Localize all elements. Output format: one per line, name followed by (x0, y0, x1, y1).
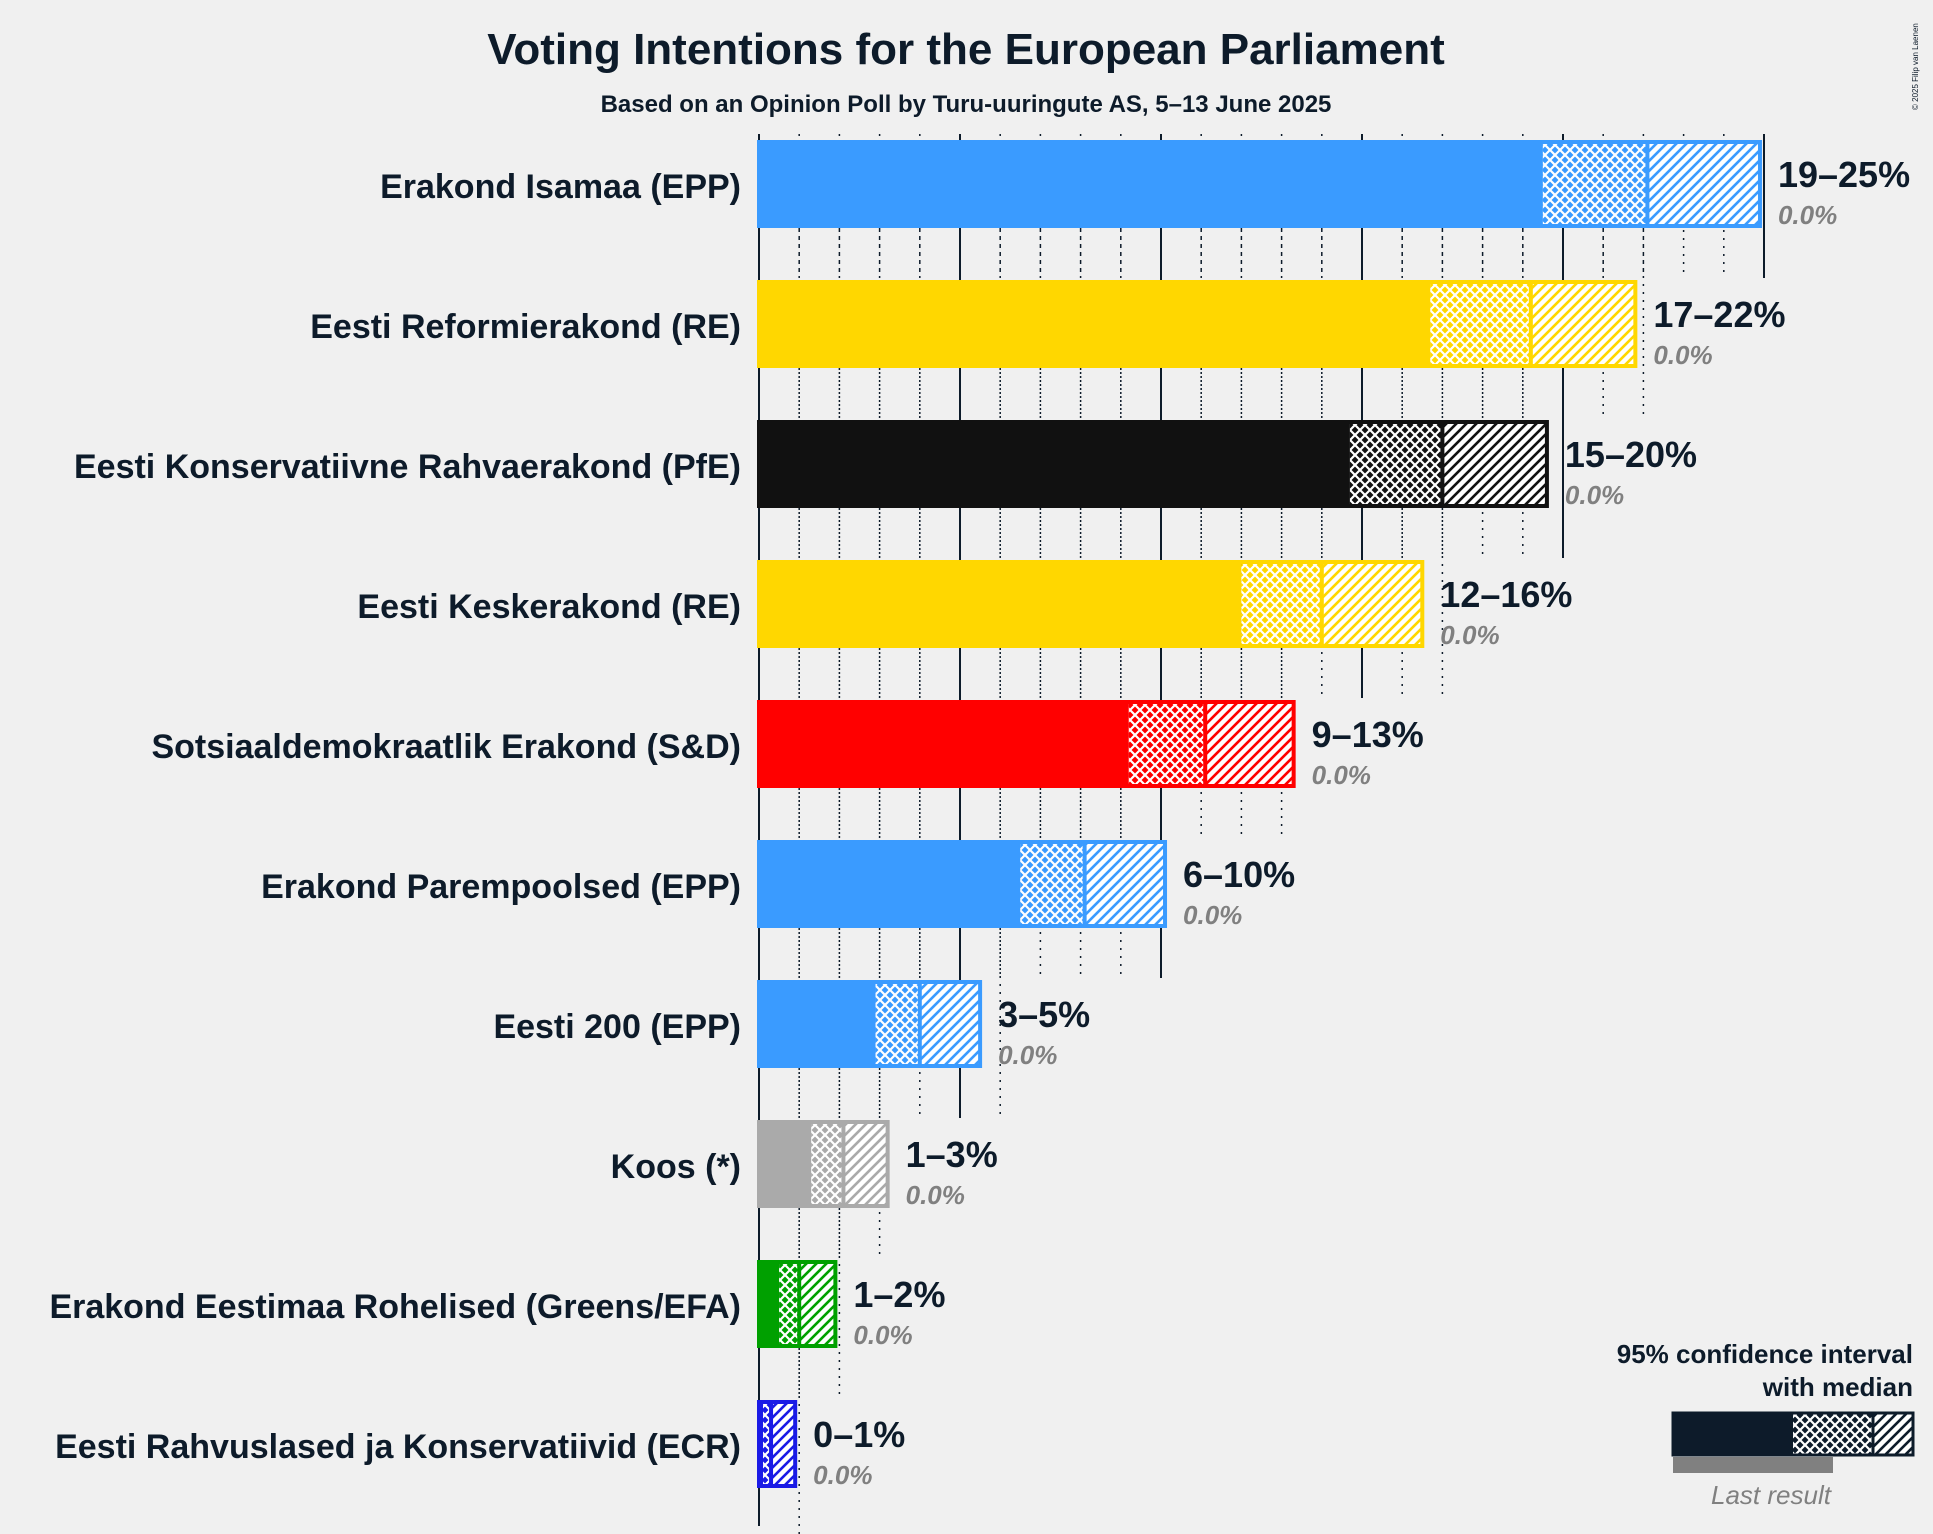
bar-solid (759, 142, 1543, 226)
last-result-label: 0.0% (813, 1460, 872, 1490)
range-label: 0–1% (813, 1414, 905, 1455)
bar-ci-upper (1084, 842, 1166, 926)
range-label: 3–5% (998, 994, 1090, 1035)
bar-group (757, 1260, 838, 1348)
bar-group (757, 280, 1638, 368)
bar-outline (757, 1120, 890, 1208)
range-label: 17–22% (1653, 294, 1785, 335)
legend-last-result-label: Last result (1711, 1480, 1833, 1510)
last-result-label: 0.0% (1183, 900, 1242, 930)
party-label: Sotsiaaldemokraatlik Erakond (S&D) (151, 728, 741, 766)
bar-outline (757, 420, 1549, 508)
legend-crosshatch (1793, 1413, 1873, 1455)
copyright: © 2025 Filip van Laenen (1911, 23, 1920, 110)
last-result-label: 0.0% (1440, 620, 1499, 650)
bar-solid (759, 1122, 812, 1206)
bar-outline (757, 140, 1762, 228)
range-label: 1–2% (853, 1274, 945, 1315)
bar-outline (757, 840, 1168, 928)
range-label: 1–3% (906, 1134, 998, 1175)
bar-group (757, 700, 1296, 788)
bar-solid (759, 982, 876, 1066)
bar-outline (757, 980, 983, 1068)
bar-solid (759, 422, 1350, 506)
range-label: 19–25% (1778, 154, 1910, 195)
party-label: Erakond Isamaa (EPP) (380, 168, 741, 206)
bar-group (757, 1400, 798, 1488)
bar-solid (759, 1262, 780, 1346)
party-label: Eesti Reformierakond (RE) (310, 308, 741, 346)
party-label: Eesti Rahvuslased ja Konservatiivid (ECR… (55, 1428, 741, 1466)
legend-diagonal (1873, 1413, 1913, 1455)
range-label: 9–13% (1312, 714, 1424, 755)
bar-ci-upper (1530, 282, 1636, 366)
bar-ci-lower (763, 1402, 772, 1486)
bar-group (757, 140, 1762, 228)
legend-last-result-bar (1673, 1457, 1833, 1473)
bar-group (757, 1120, 890, 1208)
range-label: 12–16% (1440, 574, 1572, 615)
bar-ci-upper (799, 1262, 836, 1346)
last-result-label: 0.0% (998, 1040, 1057, 1070)
bar-ci-lower (779, 1262, 800, 1346)
bar-ci-upper (1647, 142, 1760, 226)
legend: 95% confidence interval with median Last… (1617, 1339, 1915, 1510)
bar-solid (759, 1402, 764, 1486)
bar-ci-lower (875, 982, 920, 1066)
last-result-label: 0.0% (1565, 480, 1624, 510)
legend-outline (1671, 1411, 1915, 1457)
bar-ci-lower (1128, 702, 1206, 786)
bar-ci-upper (843, 1122, 888, 1206)
bar-outline (757, 560, 1425, 648)
bar-ci-lower (1542, 142, 1648, 226)
chart-title: Voting Intentions for the European Parli… (487, 25, 1445, 74)
bar-group (757, 840, 1168, 928)
bar-group (757, 420, 1549, 508)
bar-solid (759, 842, 1021, 926)
last-result-label: 0.0% (1653, 340, 1712, 370)
bar-group (757, 560, 1425, 648)
bar-solid (759, 282, 1431, 366)
bar-ci-upper (771, 1402, 796, 1486)
bar-solid (759, 702, 1129, 786)
last-result-label: 0.0% (853, 1320, 912, 1350)
legend-line2: with median (1762, 1372, 1913, 1402)
bar-ci-lower (1430, 282, 1531, 366)
bar-ci-lower (811, 1122, 844, 1206)
party-label: Eesti Keskerakond (RE) (357, 588, 741, 626)
last-result-label: 0.0% (906, 1180, 965, 1210)
bar-ci-lower (1020, 842, 1085, 926)
party-label: Erakond Parempoolsed (EPP) (261, 868, 741, 906)
bar-ci-upper (1442, 422, 1547, 506)
party-label: Eesti 200 (EPP) (493, 1008, 741, 1046)
bar-ci-lower (1349, 422, 1443, 506)
bar-outline (757, 280, 1638, 368)
bar-outline (757, 700, 1296, 788)
range-label: 15–20% (1565, 434, 1697, 475)
party-label: Erakond Eestimaa Rohelised (Greens/EFA) (49, 1288, 741, 1326)
legend-line1: 95% confidence interval (1617, 1339, 1913, 1369)
bar-group (757, 980, 983, 1068)
bar-ci-upper (1205, 702, 1294, 786)
bar-outline (757, 1260, 838, 1348)
party-label: Koos (*) (611, 1148, 741, 1186)
bar-solid (759, 562, 1242, 646)
bar-ci-upper (919, 982, 981, 1066)
chart-subtitle: Based on an Opinion Poll by Turu-uuringu… (601, 91, 1332, 118)
last-result-label: 0.0% (1312, 760, 1371, 790)
bar-outline (757, 1400, 798, 1488)
party-label: Eesti Konservatiivne Rahvaerakond (PfE) (74, 448, 741, 486)
last-result-label: 0.0% (1778, 200, 1837, 230)
plot-area: Erakond Isamaa (EPP) 19–25% 0.0% Eesti Refo… (49, 134, 1910, 1534)
bar-ci-upper (1321, 562, 1423, 646)
bar-ci-lower (1241, 562, 1322, 646)
range-label: 6–10% (1183, 854, 1295, 895)
